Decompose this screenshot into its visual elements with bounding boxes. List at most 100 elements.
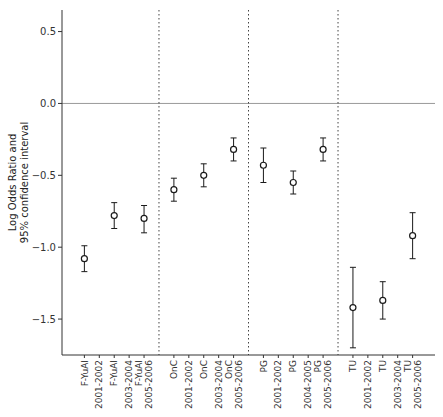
error-cap-lower — [201, 186, 207, 187]
error-cap-upper — [260, 148, 266, 149]
error-cap-lower — [231, 160, 237, 161]
x-tick — [308, 355, 309, 358]
x-tick-label: 2001-2002 — [273, 360, 283, 409]
x-tick — [129, 355, 130, 358]
error-cap-lower — [81, 271, 87, 272]
error-cap-upper — [290, 171, 296, 172]
error-bar-group — [141, 206, 147, 233]
x-tick-label: 2001-2002 — [184, 360, 194, 409]
x-tick-label: F-YuAI2005-2006 — [134, 360, 154, 409]
y-tick — [58, 247, 62, 248]
x-tick — [263, 355, 264, 358]
error-cap-lower — [320, 160, 326, 161]
y-tick — [58, 175, 62, 176]
x-tick — [278, 355, 279, 358]
x-tick-label: PG — [259, 360, 269, 372]
x-tick — [188, 355, 189, 358]
x-tick-label: 2001-2002 — [363, 360, 373, 409]
point — [260, 162, 266, 168]
x-tick-label: 2003-2004 — [393, 360, 403, 409]
error-cap-upper — [350, 267, 356, 268]
x-tick-label: 2001-2002 — [94, 360, 104, 409]
chart: −1.5−1.0−0.50.00.5F-YuAI2001-2002F-YuAI2… — [0, 0, 443, 417]
x-tick-label: F-YuAI — [80, 360, 90, 386]
error-bar-group — [290, 171, 296, 194]
x-tick-label: TU — [348, 360, 358, 373]
y-tick-label: −1.0 — [32, 242, 56, 253]
error-cap-lower — [350, 347, 356, 348]
error-bar-group — [81, 246, 87, 272]
x-tick-label: TU2005-2006 — [403, 360, 423, 409]
x-axis-line — [62, 355, 435, 356]
x-tick — [412, 355, 413, 358]
separator-line — [338, 10, 339, 355]
error-cap-lower — [171, 201, 177, 202]
y-tick — [58, 31, 62, 32]
error-cap-upper — [171, 178, 177, 179]
x-tick-label: OnC — [199, 360, 209, 379]
error-bar-group — [201, 164, 207, 187]
x-tick-label: PG2005-2006 — [313, 360, 333, 409]
error-bar-group — [171, 178, 177, 201]
y-tick-label: −1.5 — [32, 314, 56, 325]
x-tick-label: OnC — [169, 360, 179, 379]
x-tick — [218, 355, 219, 358]
x-tick-label: TU — [378, 360, 388, 373]
point — [231, 146, 237, 152]
point — [380, 297, 386, 303]
y-tick-label: 0.5 — [40, 26, 56, 37]
error-cap-upper — [111, 202, 117, 203]
error-cap-upper — [380, 281, 386, 282]
separator-line — [158, 10, 159, 355]
point — [201, 172, 207, 178]
x-tick — [84, 355, 85, 358]
x-tick — [144, 355, 145, 358]
point — [141, 215, 147, 221]
y-tick — [58, 319, 62, 320]
x-tick — [367, 355, 368, 358]
point — [350, 305, 356, 311]
error-cap-upper — [410, 212, 416, 213]
point — [81, 256, 87, 262]
error-cap-upper — [141, 205, 147, 206]
y-axis-label: Log Odds Ratio and95% confidence interva… — [7, 122, 30, 243]
x-tick — [114, 355, 115, 358]
error-cap-upper — [201, 163, 207, 164]
error-cap-lower — [410, 258, 416, 259]
point — [410, 233, 416, 239]
x-tick-label: F-YuAI — [109, 360, 119, 386]
point — [320, 146, 326, 152]
error-cap-lower — [290, 194, 296, 195]
error-cap-upper — [320, 137, 326, 138]
y-axis-line — [62, 10, 63, 355]
point — [111, 213, 117, 219]
error-bar-group — [320, 138, 326, 161]
y-tick-label: −0.5 — [32, 170, 56, 181]
x-tick — [397, 355, 398, 358]
y-tick — [58, 103, 62, 104]
error-cap-lower — [111, 228, 117, 229]
x-tick — [203, 355, 204, 358]
error-bar-group — [380, 282, 386, 319]
error-cap-upper — [231, 137, 237, 138]
x-tick — [99, 355, 100, 358]
x-tick-label: 2004-2005 — [303, 360, 313, 409]
error-bar-group — [231, 138, 237, 161]
x-tick — [382, 355, 383, 358]
x-tick-label: 2003-2004 — [214, 360, 224, 409]
point — [171, 187, 177, 193]
x-tick — [233, 355, 234, 358]
error-bar-group — [111, 203, 117, 229]
separator-line — [248, 10, 249, 355]
point — [290, 180, 296, 186]
plot-area — [62, 10, 435, 355]
x-tick — [323, 355, 324, 358]
error-bar-group — [350, 267, 356, 348]
error-bar-group — [260, 148, 266, 183]
error-cap-lower — [260, 182, 266, 183]
x-tick — [173, 355, 174, 358]
x-tick-label: OnC2005-2006 — [224, 360, 244, 409]
x-tick-label: PG — [288, 360, 298, 372]
error-cap-lower — [380, 319, 386, 320]
x-tick — [352, 355, 353, 358]
